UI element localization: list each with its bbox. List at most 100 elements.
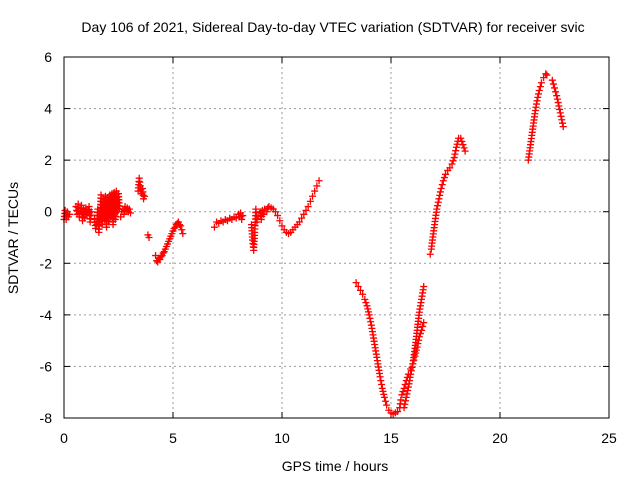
data-point <box>400 384 408 392</box>
data-point <box>452 147 460 155</box>
data-point <box>300 210 308 218</box>
data-point <box>537 79 545 87</box>
data-point <box>87 208 95 216</box>
data-point <box>363 302 371 310</box>
data-point <box>378 384 386 392</box>
data-point <box>438 181 446 189</box>
data-point <box>556 105 564 113</box>
x-tick-label: 15 <box>383 430 399 446</box>
data-point <box>549 80 557 88</box>
data-point <box>304 203 312 211</box>
data-point <box>412 349 420 357</box>
data-point <box>451 150 459 158</box>
data-point <box>555 102 563 110</box>
data-point <box>145 234 153 241</box>
data-point <box>407 367 415 375</box>
data-point <box>436 191 444 199</box>
data-point <box>535 87 543 95</box>
y-tick-label: -4 <box>40 307 53 323</box>
data-point <box>442 170 449 178</box>
data-point <box>313 182 321 190</box>
y-axis-label: SDTVAR / TECUs <box>5 182 21 294</box>
data-point <box>399 388 407 396</box>
data-point <box>367 318 375 326</box>
data-point <box>383 401 391 409</box>
data-point <box>457 134 465 142</box>
data-point <box>278 222 286 230</box>
data-point <box>315 177 323 185</box>
data-point <box>65 210 73 218</box>
data-point <box>535 90 543 98</box>
data-point <box>533 97 541 105</box>
data-point <box>238 215 246 223</box>
data-point <box>361 295 369 303</box>
data-point <box>558 119 566 127</box>
data-point <box>448 160 456 168</box>
chart-title: Day 106 of 2021, Sidereal Day-to-day VTE… <box>81 19 584 35</box>
data-point <box>558 116 566 124</box>
data-point <box>276 217 284 225</box>
data-point <box>263 208 271 216</box>
data-point <box>446 164 454 172</box>
y-tick-label: 0 <box>44 204 52 220</box>
y-tick-label: -6 <box>40 358 53 374</box>
data-point <box>426 250 434 258</box>
data-point <box>359 290 367 298</box>
data-point <box>295 218 303 226</box>
data-point <box>125 205 133 213</box>
data-point <box>402 393 410 401</box>
data-point <box>553 95 561 103</box>
data-point <box>420 282 428 290</box>
data-point <box>306 197 314 205</box>
data-point <box>170 224 178 232</box>
y-tick-label: -8 <box>40 410 53 426</box>
data-point <box>434 198 442 206</box>
data-point <box>378 380 386 388</box>
data-point <box>253 218 261 226</box>
data-point <box>366 314 374 322</box>
data-point <box>407 370 415 378</box>
data-point <box>397 396 405 404</box>
x-tick-label: 0 <box>60 430 68 446</box>
data-point <box>377 377 385 385</box>
data-point <box>433 205 441 213</box>
data-point <box>403 390 411 398</box>
y-tick-label: 2 <box>44 152 52 168</box>
y-tick-label: 6 <box>44 49 52 65</box>
y-tick-label: 4 <box>44 101 52 117</box>
data-point <box>380 390 388 398</box>
data-point <box>239 212 247 220</box>
x-tick-label: 10 <box>274 430 290 446</box>
data-point <box>352 279 360 287</box>
data-point <box>536 83 544 91</box>
data-point <box>459 141 467 149</box>
data-point <box>356 286 364 294</box>
grid-lines <box>64 57 609 418</box>
x-tick-label: 25 <box>601 430 617 446</box>
data-point <box>311 187 319 195</box>
data-point <box>210 223 218 231</box>
data-point <box>401 400 409 408</box>
data-point <box>177 222 185 230</box>
data-point <box>271 208 279 216</box>
data-point <box>179 230 187 238</box>
data-point <box>157 253 165 261</box>
data-point <box>364 305 372 313</box>
plot-frame <box>63 56 610 419</box>
data-point <box>302 206 310 214</box>
data-point <box>554 99 562 107</box>
data-point <box>542 70 550 78</box>
data-point <box>452 143 460 151</box>
data-point <box>400 404 408 412</box>
data-point <box>450 154 458 162</box>
data-point <box>449 157 457 165</box>
data-point <box>436 188 444 196</box>
data-point <box>376 373 384 381</box>
data-point <box>404 386 412 394</box>
data-point <box>141 192 149 200</box>
data-point <box>439 177 447 185</box>
data-point <box>437 185 445 193</box>
data-point <box>559 123 567 131</box>
data-point <box>364 308 372 316</box>
